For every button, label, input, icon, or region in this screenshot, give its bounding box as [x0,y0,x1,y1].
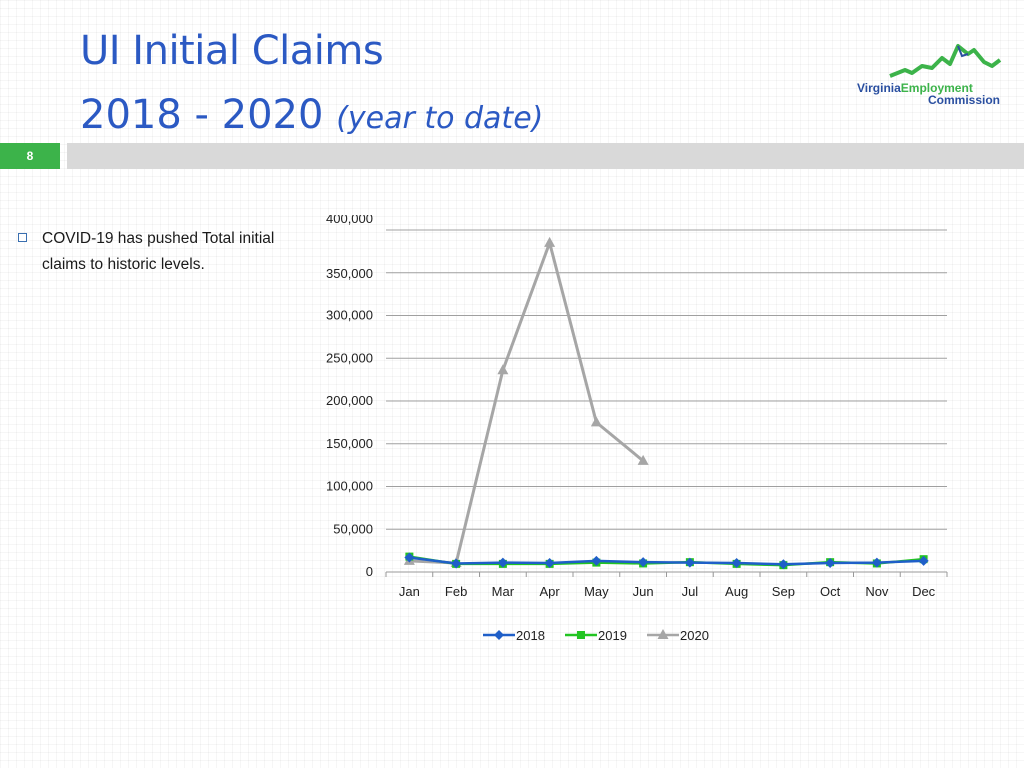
x-tick-label: Jul [682,584,699,599]
slide-title-line2: 2018 - 2020 (year to date) [80,92,543,138]
legend-label-2020: 2020 [680,628,709,643]
x-tick-label: Nov [865,584,889,599]
y-tick-label: 150,000 [326,436,373,451]
data-point-2018 [684,557,695,568]
y-tick-label: 200,000 [326,393,373,408]
data-point-2018 [544,558,555,569]
y-tick-label: 50,000 [333,521,373,536]
x-tick-label: Sep [772,584,795,599]
data-point-2020 [497,364,509,375]
logo-text-virginia: Virginia [857,81,901,95]
logo-text-commission: Commission [928,93,1001,107]
series-line-2018 [409,556,924,566]
title-subtitle: (year to date) [336,101,544,136]
x-tick-label: Oct [820,584,841,599]
slide-title-line1: UI Initial Claims [80,28,384,74]
series-line-2020 [409,241,645,565]
x-tick-label: Apr [540,584,561,599]
data-point-2018 [825,558,836,569]
logo-text-employment: Employment [900,81,973,95]
y-tick-label: 400,000 [326,215,373,226]
x-tick-label: May [584,584,609,599]
title-years: 2018 - 2020 [80,92,324,138]
data-point-2018 [918,555,929,566]
x-tick-label: Dec [912,584,936,599]
bullet-text: COVID-19 has pushed Total initial claims… [42,230,275,273]
x-tick-label: Jun [633,584,654,599]
x-tick-label: Aug [725,584,748,599]
data-point-2018 [871,557,882,568]
vec-logo-mountain-icon [889,44,1002,78]
y-tick-label: 100,000 [326,479,373,494]
logo-text-virginia-employment: VirginiaEmployment [857,81,973,95]
data-point-2018 [451,558,462,569]
legend-marker-2019 [577,631,585,639]
legend-marker-2018 [494,630,504,640]
x-tick-label: Jan [399,584,420,599]
data-point-2020 [544,236,556,247]
y-tick-label: 300,000 [326,308,373,323]
header-divider-bar [67,143,1024,169]
data-point-2020 [590,416,602,427]
page-number-badge: 8 [0,143,60,169]
data-point-2018 [591,555,602,566]
data-point-2018 [638,557,649,568]
line-chart: 0 50,000 100,000 150,000 200,000 250,000 300,0… [326,215,948,643]
x-tick-label: Feb [445,584,467,599]
y-tick-label: 250,000 [326,350,373,365]
bullet-square-icon [18,233,27,242]
x-tick-label: Mar [492,584,515,599]
y-tick-label: 0 [366,564,373,579]
data-point-2018 [731,558,742,569]
data-point-2020 [637,454,649,465]
data-point-2018 [497,557,508,568]
data-point-2018 [404,552,415,563]
data-point-2018 [778,559,789,570]
legend-marker-2020 [657,629,669,639]
legend-label-2019: 2019 [598,628,627,643]
y-tick-label: 350,000 [326,266,373,281]
legend-label-2018: 2018 [516,628,545,643]
